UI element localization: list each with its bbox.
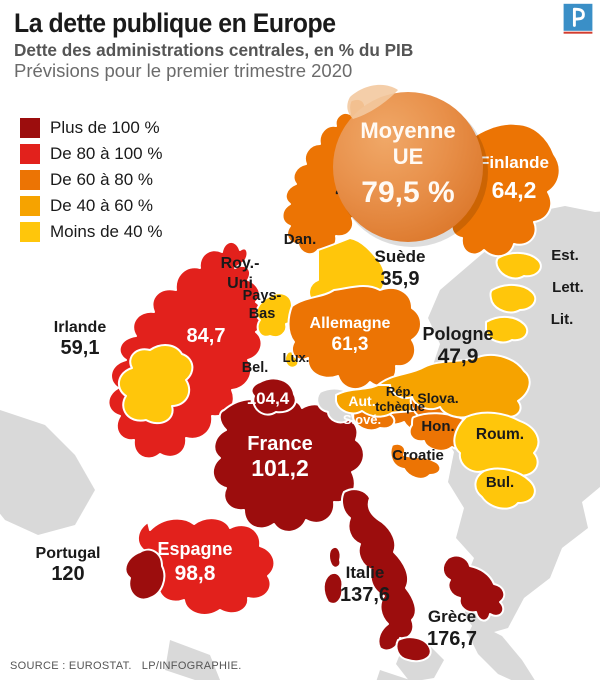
svg-text:UE: UE <box>393 144 424 169</box>
svg-text:Moyenne: Moyenne <box>360 118 455 143</box>
svg-text:79,5 %: 79,5 % <box>361 176 454 209</box>
